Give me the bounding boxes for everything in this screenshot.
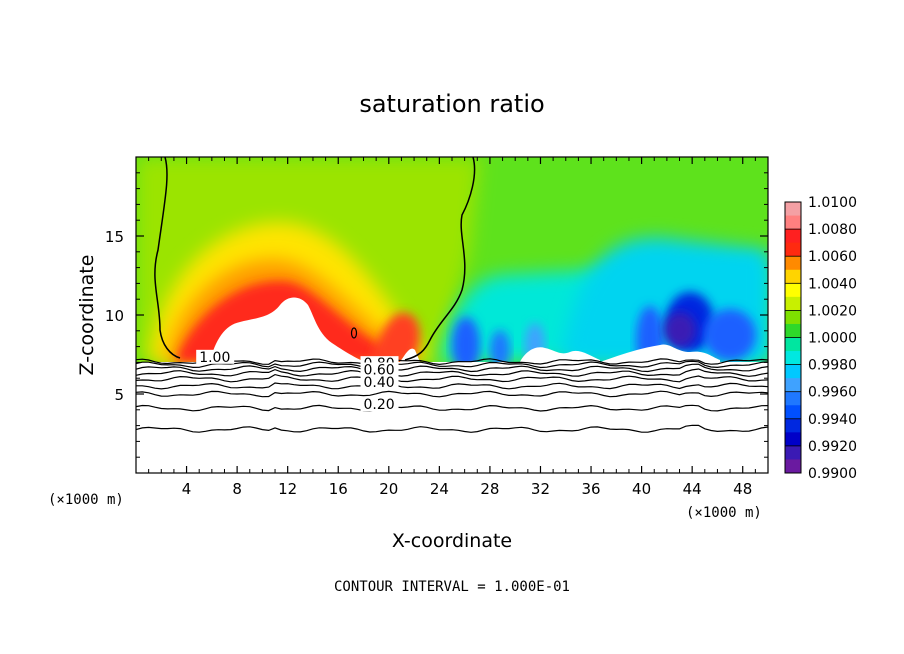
x-axis-unit-right: (×1000 m) <box>686 505 762 521</box>
contour-label-bg <box>360 362 399 377</box>
colorbar-swatch <box>785 418 801 433</box>
contour-line-1-00 <box>154 156 181 359</box>
colorbar-label: 0.9920 <box>808 439 857 455</box>
colorbar-swatch <box>785 215 801 230</box>
colorbar-swatch <box>785 378 801 393</box>
contour-label: 0.20 <box>364 397 395 413</box>
colorbar-label: 0.9940 <box>808 412 857 428</box>
colorbar-swatch <box>785 269 801 284</box>
colorbar-label: 1.0080 <box>808 222 857 238</box>
y-tick-label: 15 <box>105 228 124 246</box>
colorbar-swatch <box>785 351 801 366</box>
x-axis-unit-left: (×1000 m) <box>48 492 124 508</box>
contour-lines-lower <box>135 358 769 433</box>
colorbar-swatch <box>785 391 801 406</box>
y-axis-ticks: 5 10 15 <box>105 172 768 458</box>
contour-label: 0.60 <box>364 362 395 378</box>
contour-label: 1.00 <box>199 350 230 366</box>
colorbar-swatch <box>785 323 801 338</box>
contour-label-bg <box>196 349 235 364</box>
contour-label-bg <box>360 397 399 412</box>
colorbar-swatch <box>785 432 801 447</box>
chart-title: saturation ratio <box>359 90 544 118</box>
x-axis-ticks: 4 8 12 16 20 24 28 32 36 40 44 48 <box>148 157 756 498</box>
contour-line <box>135 390 769 398</box>
x-tick-label: 28 <box>480 480 499 498</box>
x-tick-label: 44 <box>683 480 702 498</box>
contour-interval-note: CONTOUR INTERVAL = 1.000E-01 <box>334 579 570 595</box>
contour-line <box>135 373 769 383</box>
contour-line <box>135 358 769 366</box>
colorbar-label: 1.0020 <box>808 303 857 319</box>
x-tick-label: 36 <box>581 480 600 498</box>
contour-line-1-00-right <box>404 156 476 361</box>
contour-labels: 1.000.800.600.400.20 <box>196 349 399 413</box>
colorbar-label: 1.0000 <box>808 331 857 347</box>
x-tick-label: 12 <box>278 480 297 498</box>
colorbar-swatch <box>785 256 801 271</box>
x-tick-label: 4 <box>182 480 192 498</box>
colorbar: 1.0100 1.0080 1.0060 1.0040 1.0020 1.0000 0.99… <box>784 195 857 482</box>
colorbar-swatch <box>785 445 801 460</box>
colorbar-swatch <box>785 202 801 217</box>
colorbar-swatch <box>785 296 801 311</box>
contour-line <box>135 360 769 369</box>
y-axis-label: Z-coordinate <box>76 255 98 376</box>
x-tick-label: 40 <box>632 480 651 498</box>
contour-label-bg <box>360 375 399 390</box>
colorbar-swatch <box>785 242 801 257</box>
contour-line <box>135 404 769 412</box>
contour-fill <box>136 157 768 362</box>
contour-line <box>135 368 769 377</box>
colorbar-label: 0.9980 <box>808 358 857 374</box>
colorbar-label: 1.0060 <box>808 249 857 265</box>
colorbar-label: 1.0100 <box>808 195 857 211</box>
colorbar-label: 0.9900 <box>808 466 857 482</box>
contour-line <box>135 424 769 433</box>
contour-closed-small <box>350 327 358 339</box>
contour-line <box>135 363 769 373</box>
colorbar-swatch <box>785 310 801 325</box>
x-tick-label: 32 <box>531 480 550 498</box>
x-tick-label: 8 <box>232 480 242 498</box>
contour-label: 0.40 <box>364 375 395 391</box>
colorbar-swatch <box>785 337 801 352</box>
colorbar-swatch <box>785 364 801 379</box>
x-axis-label: X-coordinate <box>392 530 512 552</box>
y-tick-label: 10 <box>105 307 124 325</box>
x-tick-label: 16 <box>329 480 348 498</box>
colorbar-swatch <box>785 283 801 298</box>
x-tick-label: 24 <box>430 480 449 498</box>
x-tick-label: 48 <box>733 480 752 498</box>
colorbar-swatch <box>785 405 801 420</box>
colorbar-swatch <box>785 229 801 244</box>
x-tick-label: 20 <box>379 480 398 498</box>
colorbar-label: 1.0040 <box>808 276 857 292</box>
y-tick-label: 5 <box>114 386 124 404</box>
contour-line <box>136 382 769 390</box>
colorbar-label: 0.9960 <box>808 385 857 401</box>
colorbar-swatch <box>785 459 801 474</box>
